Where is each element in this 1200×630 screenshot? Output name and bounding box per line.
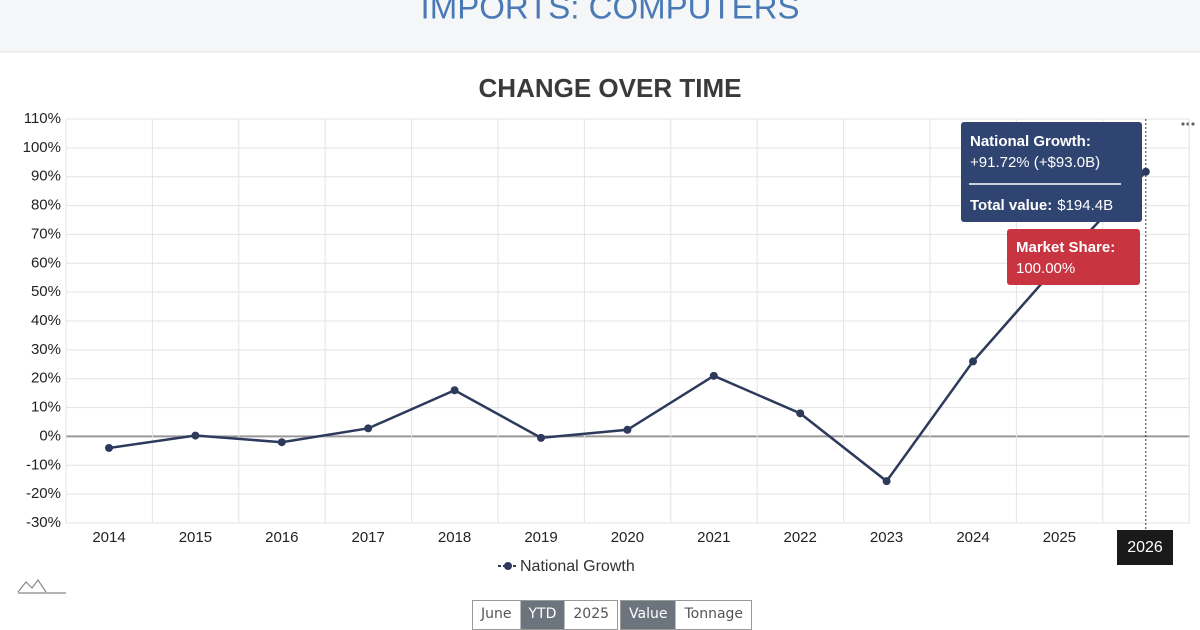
y-tick-label: -30% (26, 514, 61, 531)
data-point (105, 443, 113, 452)
x-tick-label: 2024 (956, 529, 989, 546)
menu-dot (1191, 122, 1195, 126)
tooltip-total-value: $194.4B (1057, 197, 1113, 214)
period-toggle: June YTD 2025 (472, 600, 619, 630)
data-point (623, 425, 632, 434)
x-tick-label: 2015 (179, 529, 212, 546)
toggle-button[interactable]: Value (621, 601, 677, 629)
y-tick-label: 110% (24, 110, 61, 127)
x-tick-label: 2022 (784, 529, 817, 546)
data-point (277, 438, 286, 447)
x-tick-label: 2023 (870, 529, 903, 546)
page-title: IMPORTS: COMPUTERS (421, 0, 800, 26)
x-tick-label: 2016 (265, 529, 298, 546)
x-tick-label: 2014 (92, 529, 125, 546)
x-tick-label: 2020 (611, 529, 644, 546)
y-tick-label: -10% (26, 456, 61, 473)
data-point (796, 409, 805, 418)
y-tick-label: 80% (31, 197, 61, 214)
tooltip2-text: 100.00% (1016, 260, 1075, 277)
crosshair-label: 2026 (1127, 539, 1163, 556)
tooltip-box (961, 122, 1142, 222)
data-point (969, 357, 977, 366)
x-tick-label: 2018 (438, 529, 471, 546)
tooltip2-box (1007, 229, 1140, 285)
header-band (0, 0, 1200, 52)
y-tick-label: 10% (31, 399, 61, 416)
tooltip2-title: Market Share: (1016, 239, 1115, 256)
y-tick-label: 20% (31, 370, 61, 387)
tooltip-total-label: Total value: (970, 197, 1052, 214)
data-point (537, 433, 545, 442)
chart-title: CHANGE OVER TIME (479, 73, 742, 103)
y-tick-label: -20% (26, 485, 61, 502)
y-tick-label: 70% (31, 225, 61, 242)
toggle-button[interactable]: 2025 (565, 601, 618, 629)
toggle-button[interactable]: June (473, 601, 521, 629)
tooltip-text: +91.72% (+$93.0B) (970, 154, 1100, 171)
toggle-button[interactable]: YTD (520, 601, 566, 629)
toggle-button[interactable]: Tonnage (676, 601, 752, 629)
x-tick-label: 2025 (1043, 529, 1076, 546)
x-tick-label: 2019 (524, 529, 557, 546)
menu-dot (1181, 122, 1185, 126)
data-point (364, 424, 373, 433)
y-tick-label: 50% (31, 283, 61, 300)
logo-icon (17, 578, 66, 594)
data-point (882, 477, 891, 486)
data-point (709, 371, 718, 380)
y-tick-label: 30% (31, 341, 61, 358)
y-tick-label: 60% (31, 254, 61, 271)
y-tick-label: 0% (39, 427, 61, 444)
legend-marker (504, 562, 512, 570)
tooltip-total: Total value: $194.4B (970, 197, 1113, 214)
crosshair-label-bg (1117, 530, 1173, 565)
measure-toggle: Value Tonnage (620, 600, 753, 630)
tooltip-title: National Growth: (970, 133, 1091, 150)
y-tick-label: 100% (23, 139, 61, 156)
y-tick-label: 40% (31, 312, 61, 329)
x-tick-label: 2021 (697, 529, 730, 546)
menu-icon[interactable] (1181, 122, 1195, 126)
data-point (191, 431, 200, 440)
data-point (1141, 167, 1150, 176)
y-tick-label: 90% (31, 168, 61, 185)
legend-label: National Growth (520, 558, 635, 575)
data-point (450, 386, 459, 395)
x-tick-label: 2017 (352, 529, 385, 546)
